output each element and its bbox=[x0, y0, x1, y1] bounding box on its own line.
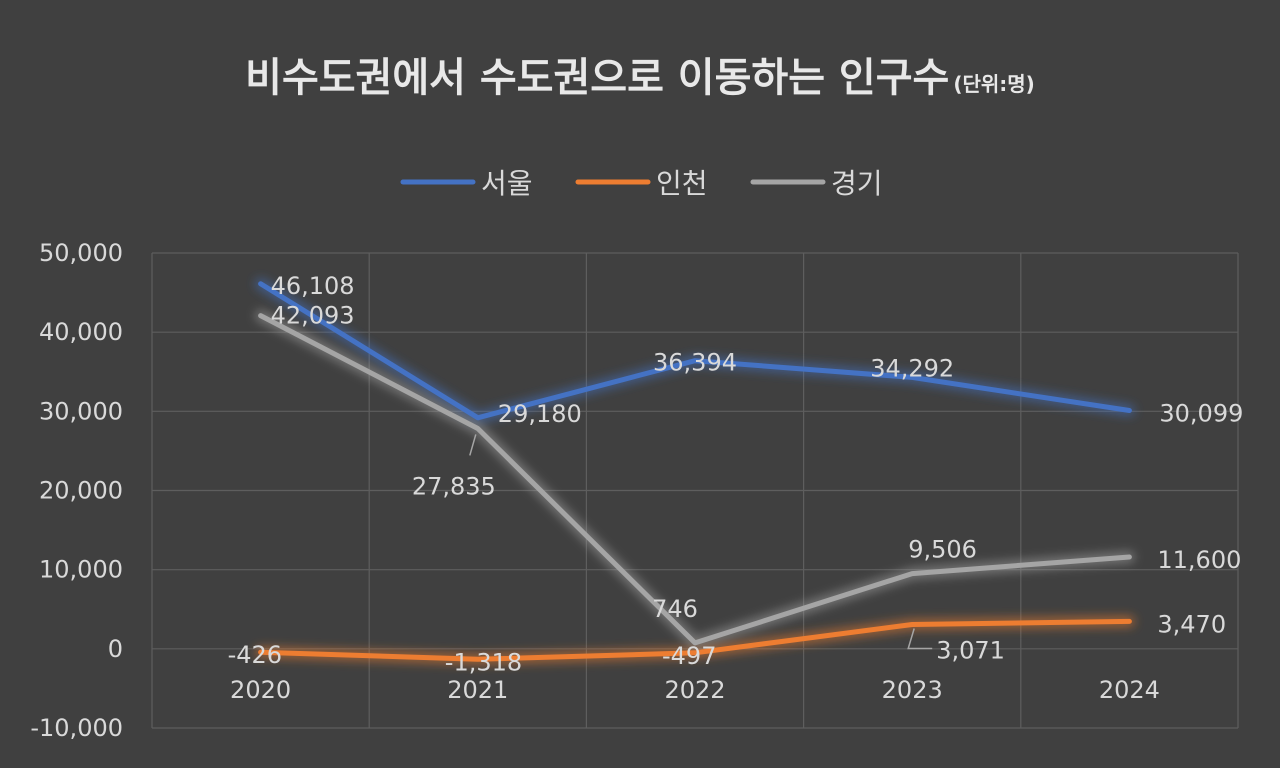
chart-title-unit: (단위:명) bbox=[953, 72, 1034, 96]
x-tick-label: 2022 bbox=[664, 676, 725, 704]
y-tick-label: 50,000 bbox=[39, 239, 123, 267]
x-tick-label: 2020 bbox=[230, 676, 291, 704]
chart-title-main: 비수도권에서 수도권으로 이동하는 인구수 bbox=[245, 55, 949, 101]
data-label: 30,099 bbox=[1159, 400, 1243, 428]
data-labels: 46,108 29,180 36,394 34,292 30,099 -426 -1,318… bbox=[228, 272, 1244, 676]
chart-title: 비수도권에서 수도권으로 이동하는 인구수 (단위:명) bbox=[245, 55, 1035, 101]
leader-line bbox=[469, 434, 477, 456]
gridlines bbox=[151, 252, 1239, 729]
data-label: 746 bbox=[652, 595, 698, 623]
data-label: 3,071 bbox=[936, 637, 1005, 665]
data-label: 9,506 bbox=[908, 536, 977, 564]
x-tick-label: 2021 bbox=[447, 676, 508, 704]
data-label: 36,394 bbox=[653, 349, 737, 377]
series-line-인천 bbox=[258, 618, 1132, 662]
data-label: -497 bbox=[662, 642, 716, 670]
x-tick-label: 2023 bbox=[882, 676, 943, 704]
y-tick-label: 40,000 bbox=[39, 318, 123, 346]
x-tick-label: 2024 bbox=[1099, 676, 1160, 704]
x-axis: 2020 2021 2022 2023 2024 bbox=[230, 676, 1160, 704]
data-label: 29,180 bbox=[498, 400, 582, 428]
data-label: 46,108 bbox=[271, 272, 355, 300]
legend-label: 경기 bbox=[831, 167, 883, 200]
y-tick-label: -10,000 bbox=[30, 714, 123, 742]
legend-label: 서울 bbox=[481, 167, 533, 200]
legend: 서울 인천 경기 bbox=[400, 167, 883, 200]
data-label: 27,835 bbox=[412, 472, 496, 500]
data-label: 11,600 bbox=[1157, 546, 1241, 574]
series-line-경기 bbox=[258, 313, 1132, 646]
data-label: 3,470 bbox=[1157, 610, 1226, 638]
leader-line bbox=[907, 628, 933, 650]
legend-label: 인천 bbox=[656, 167, 708, 200]
y-tick-label: 30,000 bbox=[39, 397, 123, 425]
y-axis: 50,000 40,000 30,000 20,000 10,000 0 -10,000 bbox=[30, 239, 123, 742]
series-line-서울 bbox=[258, 281, 1132, 421]
data-label: 34,292 bbox=[870, 354, 954, 382]
y-tick-label: 0 bbox=[108, 635, 123, 663]
y-tick-label: 20,000 bbox=[39, 477, 123, 505]
data-label: -426 bbox=[228, 641, 282, 669]
series-lines bbox=[258, 281, 1132, 662]
y-tick-label: 10,000 bbox=[39, 556, 123, 584]
data-label: 42,093 bbox=[271, 302, 355, 330]
data-label: -1,318 bbox=[445, 648, 522, 676]
